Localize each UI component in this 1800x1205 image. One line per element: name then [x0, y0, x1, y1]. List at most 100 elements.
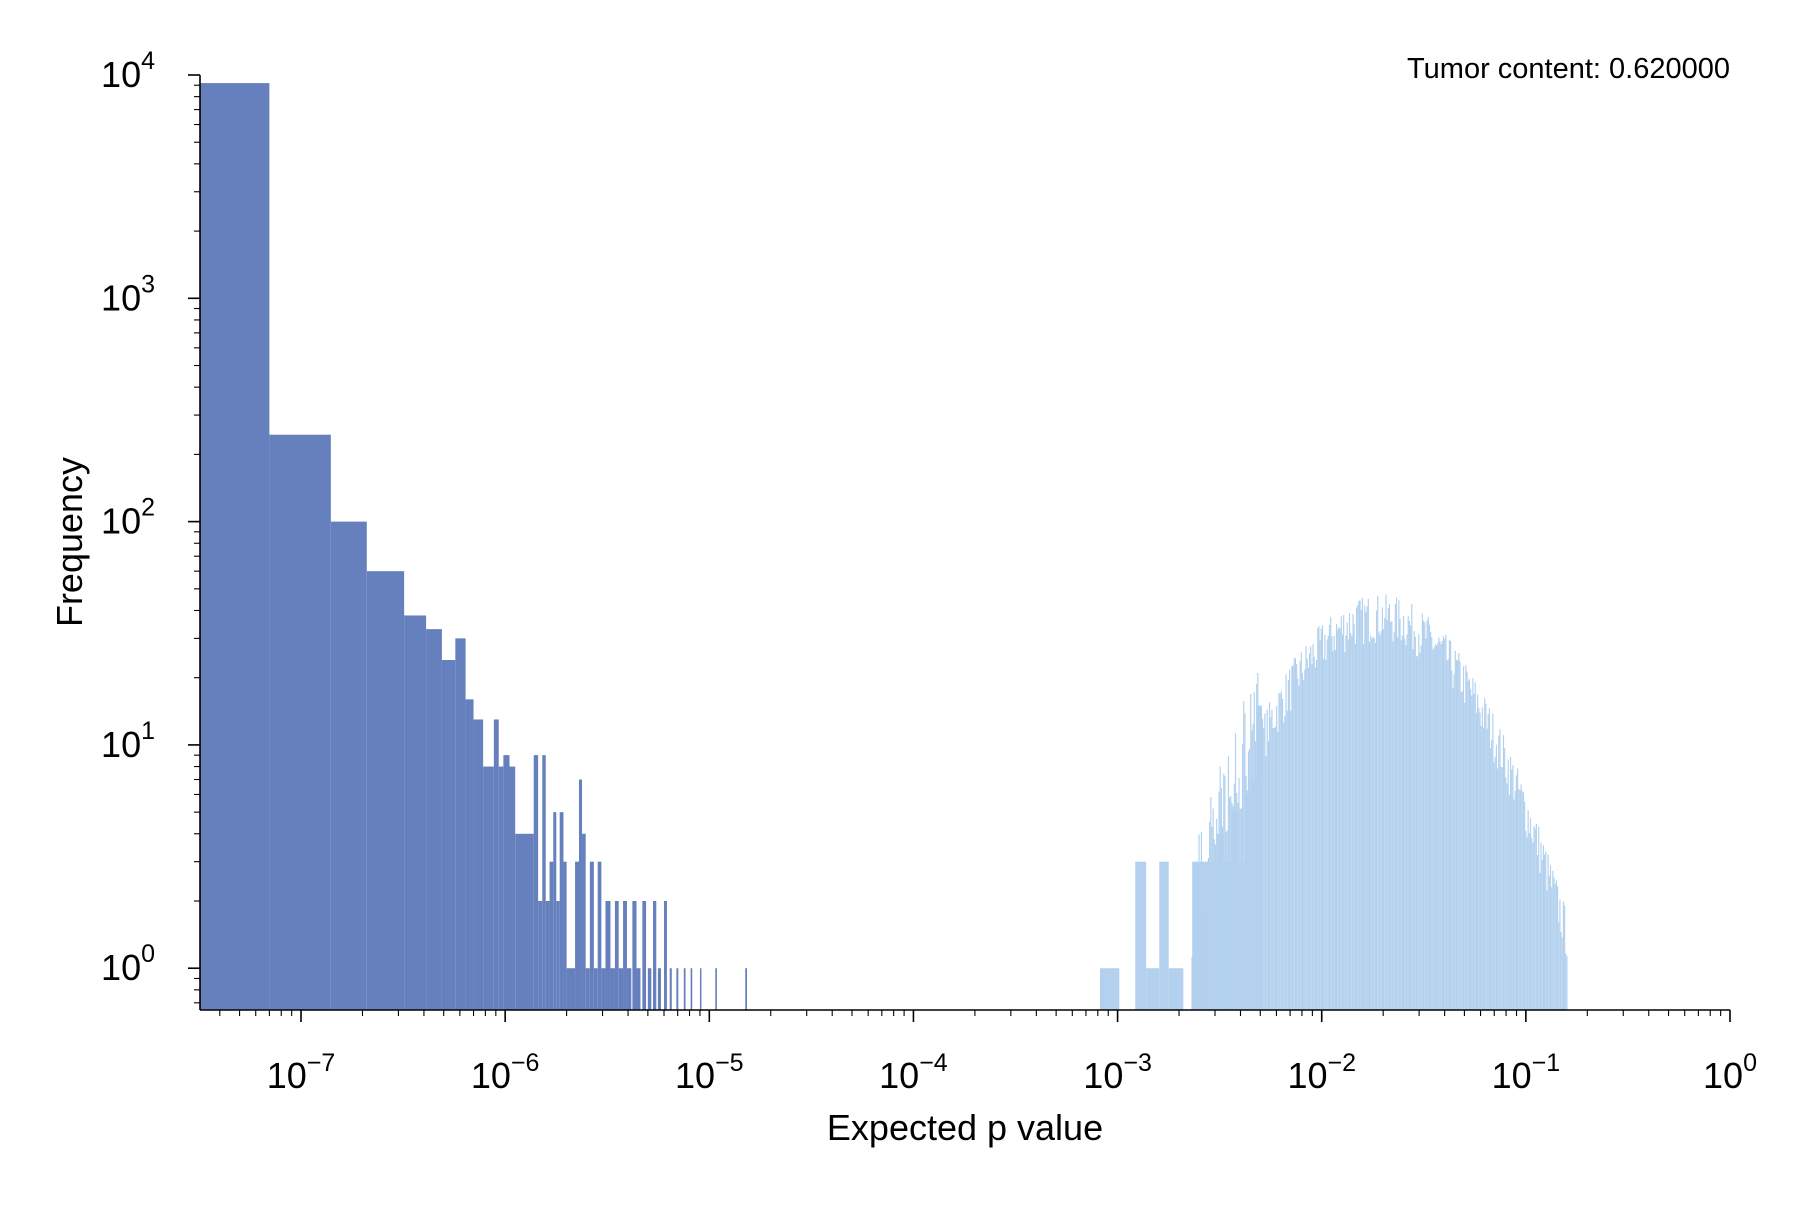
histogram-bar-low [566, 968, 576, 1010]
histogram-bar-low [690, 968, 693, 1010]
histogram-bar-expected [1281, 698, 1284, 1010]
histogram-bar-low [676, 968, 679, 1010]
histogram-bar-low [653, 901, 657, 1010]
histogram-bar-expected [1317, 627, 1319, 1010]
histogram-bar-expected [1306, 658, 1308, 1010]
histogram-bar-expected [1394, 604, 1396, 1010]
histogram-bar-expected [1214, 844, 1217, 1010]
histogram-bar-expected [1227, 756, 1230, 1010]
histogram-bar-expected [1511, 769, 1513, 1010]
y-tick-label: 102 [101, 494, 155, 542]
histogram-bar-low [657, 968, 661, 1010]
histogram-bar-expected [1146, 968, 1160, 1010]
histogram-bar-expected [1256, 683, 1258, 1010]
histogram-bar-expected [1238, 777, 1240, 1010]
histogram-bar-expected [1258, 750, 1260, 1010]
histogram-bar-expected [1209, 822, 1211, 1010]
y-ticks: 100 101 102 103 104 [101, 47, 200, 1004]
histogram-bar-expected [1271, 709, 1273, 1010]
histogram-bar-expected [1324, 634, 1326, 1010]
histogram-bar-expected [1505, 777, 1507, 1010]
histogram-bar-expected [1259, 762, 1261, 1010]
histogram-bar-expected [1229, 797, 1231, 1010]
histogram-bar-expected [1412, 649, 1414, 1010]
histogram-bar-expected [1365, 612, 1367, 1010]
histogram-bar-low [549, 861, 554, 1010]
histogram-bar-low [493, 719, 499, 1010]
histogram-bar-expected [1399, 619, 1401, 1010]
histogram-bar-expected [1278, 692, 1280, 1010]
histogram-bar-expected [1308, 652, 1311, 1010]
histogram-bar-expected [1241, 743, 1244, 1010]
histogram-bar-expected [1236, 792, 1238, 1010]
histogram-bar-expected [1451, 670, 1453, 1010]
histogram-bar-expected [1474, 682, 1476, 1010]
histogram-bar-expected [1374, 642, 1376, 1010]
histogram-bar-expected [1448, 640, 1450, 1010]
histogram-bar-expected [1300, 652, 1302, 1010]
histogram-bar-expected [1344, 652, 1346, 1010]
histogram-bar-expected [1251, 730, 1253, 1010]
histogram-bar-expected [1257, 673, 1259, 1010]
histogram-bar-expected [1331, 636, 1333, 1010]
histogram-bar-expected [1552, 870, 1554, 1010]
histogram-bar-expected [1547, 854, 1549, 1010]
histogram-bar-expected [1277, 731, 1279, 1010]
histogram-bar-low [610, 968, 615, 1010]
histogram-bar-expected [1473, 693, 1475, 1010]
histogram-bar-low [636, 968, 641, 1010]
histogram-bar-expected [1370, 635, 1372, 1010]
histogram-bar-expected [1565, 953, 1567, 1010]
histogram-bar-low [556, 901, 560, 1010]
histogram-bar-expected [1548, 876, 1550, 1010]
histogram-bar-expected [1434, 644, 1436, 1010]
histogram-bar-expected [1381, 607, 1384, 1010]
histogram-bar-expected [1408, 621, 1411, 1010]
histogram-bar-expected [1529, 818, 1532, 1010]
bars-series-low [200, 83, 748, 1011]
histogram-bar-expected [1252, 723, 1254, 1010]
histogram-bar-expected [1303, 680, 1305, 1010]
histogram-bar-expected [1566, 956, 1568, 1010]
histogram-bar-expected [1213, 839, 1215, 1010]
histogram-bar-expected [1325, 660, 1327, 1010]
histogram-bar-expected [1345, 635, 1347, 1010]
histogram-bar-expected [1484, 698, 1486, 1010]
histogram-bar-expected [1368, 641, 1371, 1010]
histogram-bar-expected [1450, 640, 1452, 1010]
histogram-bar-expected [1493, 762, 1495, 1010]
histogram-bar-low [503, 755, 510, 1010]
histogram-bar-expected [1243, 700, 1245, 1010]
histogram-bar-expected [1402, 616, 1405, 1010]
histogram-bar-expected [1516, 768, 1519, 1010]
histogram-bar-low [585, 968, 590, 1010]
histogram-bar-expected [1551, 887, 1553, 1010]
histogram-bar-expected [1280, 691, 1282, 1010]
histogram-bar-expected [1272, 727, 1274, 1010]
histogram-bar-expected [1418, 634, 1420, 1010]
histogram-bar-expected [1397, 637, 1399, 1010]
histogram-bar-expected [1499, 729, 1501, 1010]
histogram-bar-expected [1352, 614, 1354, 1010]
histogram-bar-expected [1526, 837, 1528, 1010]
histogram-bar-expected [1246, 790, 1248, 1010]
histogram-bar-expected [1310, 646, 1312, 1010]
histogram-bar-expected [1226, 830, 1228, 1010]
x-ticks: 10−7 10−6 10−5 10−4 10−3 10−2 10−1 100 [219, 1010, 1757, 1096]
histogram-bar-low [575, 861, 579, 1010]
histogram-bar-expected [1424, 622, 1426, 1010]
histogram-bar-expected [1296, 664, 1298, 1010]
histogram-bar-expected [1466, 671, 1468, 1010]
histogram-bar-expected [1240, 808, 1242, 1010]
histogram-bar-expected [1564, 905, 1566, 1010]
histogram-bar-expected [1431, 637, 1433, 1010]
histogram-bar-expected [1254, 741, 1257, 1010]
histogram-bar-expected [1469, 689, 1472, 1010]
histogram-bar-expected [1320, 628, 1322, 1010]
histogram-bar-expected [1334, 650, 1336, 1010]
histogram-bar-low [366, 571, 405, 1010]
histogram-bar-low [626, 968, 632, 1010]
histogram-bar-low [509, 766, 516, 1010]
histogram-bar-expected [1558, 922, 1560, 1010]
histogram-bar-low [669, 968, 672, 1010]
